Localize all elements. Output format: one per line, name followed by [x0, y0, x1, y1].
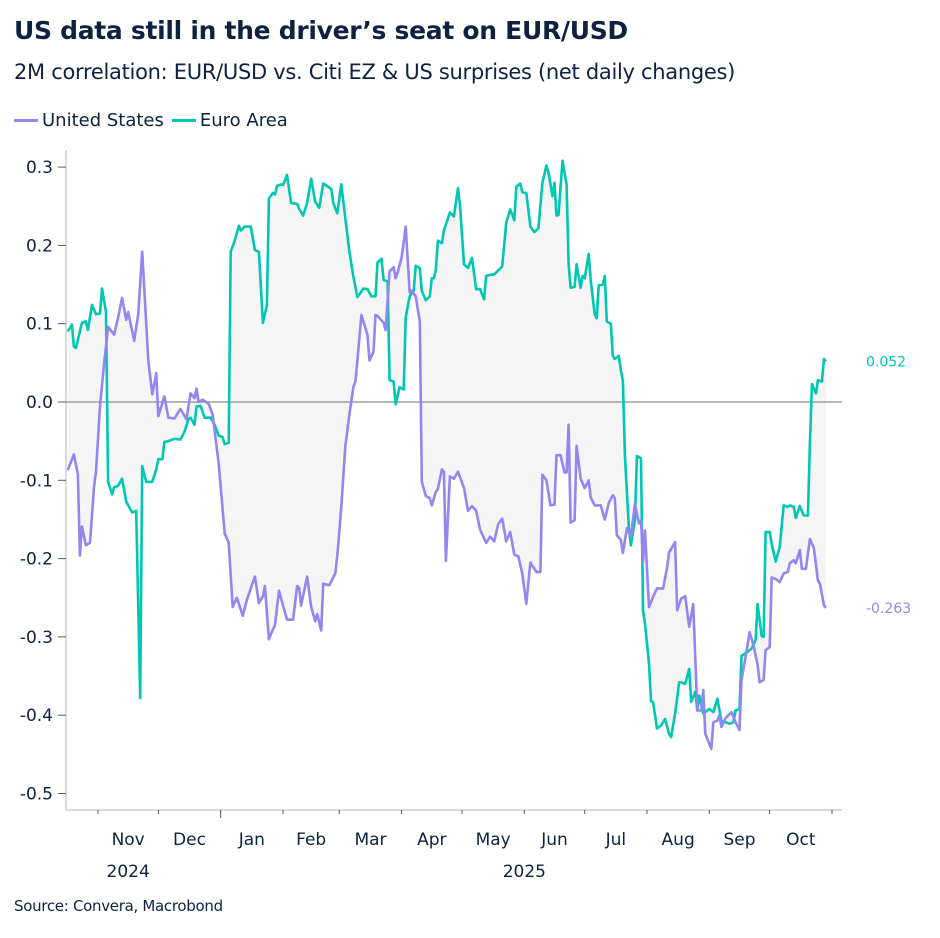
source-note: Source: Convera, Macrobond — [14, 897, 223, 915]
x-tick-label-month: Sep — [723, 830, 755, 850]
legend-swatch-united-states — [14, 119, 38, 122]
x-tick-label-year: 2025 — [503, 862, 546, 882]
legend-swatch-euro-area — [171, 119, 196, 122]
end-value-label-euro-area: 0.052 — [866, 354, 906, 370]
shaded-gap-area — [67, 160, 827, 749]
y-tick-label: 0.3 — [26, 158, 53, 178]
y-tick-label: -0.3 — [20, 628, 53, 648]
x-tick-label-month: Jan — [238, 830, 265, 850]
chart-title: US data still in the driver’s seat on EU… — [14, 16, 628, 45]
legend-label: United States — [42, 110, 164, 131]
legend-item-united-states: United States — [14, 110, 164, 131]
x-tick-label-month: Oct — [786, 830, 816, 850]
y-tick-label: -0.4 — [20, 706, 53, 726]
y-tick-label: -0.2 — [20, 550, 53, 570]
x-tick-label-month: Mar — [354, 830, 386, 850]
y-tick-label: -0.1 — [20, 471, 53, 491]
legend-item-euro-area: Euro Area — [171, 110, 288, 131]
x-tick-label-month: Jun — [540, 830, 568, 850]
legend: United States Euro Area — [14, 110, 296, 131]
x-tick-label-month: Dec — [173, 830, 206, 850]
y-tick-label: 0.2 — [26, 236, 53, 256]
x-tick-label-year: 2024 — [107, 862, 150, 882]
x-tick-label-month: Nov — [112, 830, 145, 850]
y-tick-label: -0.5 — [20, 785, 53, 805]
x-tick-label-month: Feb — [296, 830, 326, 850]
x-tick-label-month: Aug — [662, 830, 695, 850]
series-line-united-states — [66, 225, 827, 751]
chart-subtitle: 2M correlation: EUR/USD vs. Citi EZ & US… — [14, 60, 736, 84]
legend-label: Euro Area — [199, 110, 288, 131]
y-tick-label: 0.1 — [26, 315, 53, 335]
end-value-label-united-states: -0.263 — [866, 601, 911, 617]
x-tick-label-month: Apr — [417, 830, 446, 850]
x-tick-label-month: May — [476, 830, 511, 850]
y-tick-label: 0.0 — [26, 393, 53, 413]
x-tick-label-month: Jul — [605, 830, 627, 850]
series-line-euro-area — [66, 159, 827, 739]
